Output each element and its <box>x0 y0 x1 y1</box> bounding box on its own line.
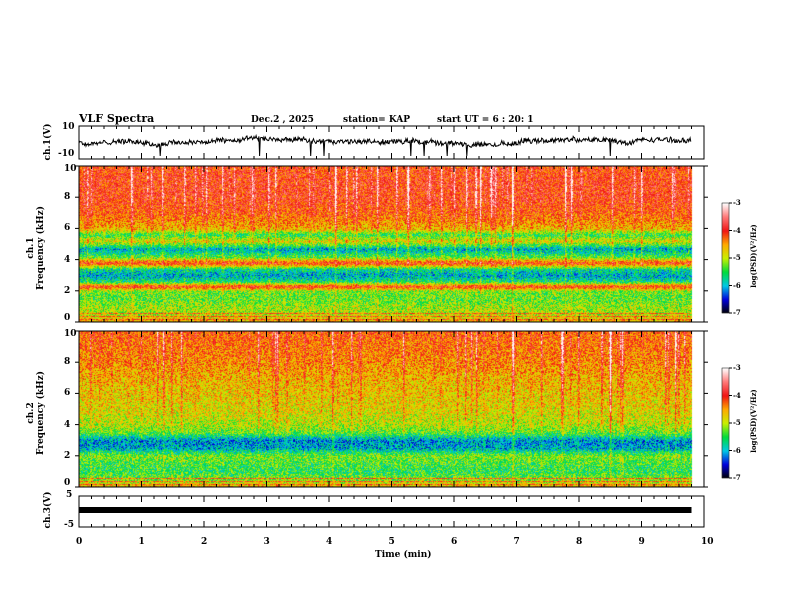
colorbar <box>721 367 730 479</box>
y-tick-label: 10 <box>64 329 77 339</box>
x-tick-label: 6 <box>451 537 458 547</box>
ch3-ylabel: ch.3(V) <box>43 491 53 529</box>
x-tick-label: 10 <box>701 537 714 547</box>
x-axis-label: Time (min) <box>375 550 432 560</box>
x-tick-label: 8 <box>576 537 583 547</box>
y-tick-label: 0 <box>64 313 71 323</box>
colorbar-tick-label: -5 <box>733 418 741 427</box>
spectrogram-frame <box>78 165 705 323</box>
figure-title: VLF Spectra <box>79 112 155 125</box>
y-tick-label: 6 <box>64 223 71 234</box>
y-tick-label: 8 <box>64 192 71 203</box>
x-tick-label: 5 <box>388 537 395 547</box>
colorbar-tick-label: -3 <box>733 363 741 372</box>
ch1-waveform <box>78 133 692 157</box>
ch3-y-tick-label: -5 <box>64 520 74 530</box>
colorbar-tick-label: -4 <box>733 390 741 400</box>
y-tick-label: 2 <box>64 285 71 296</box>
ch1-spec-ylabel-bottom: Frequency (kHz) <box>36 206 46 291</box>
x-tick-label: 0 <box>76 537 83 547</box>
x-tick-label: 3 <box>263 537 270 547</box>
colorbar-tick-label: -5 <box>733 253 741 262</box>
y-tick-label: 4 <box>64 419 71 430</box>
colorbar2-label: log(PSD)(V²/Hz) <box>749 389 758 453</box>
ch1-y-tick-label: -10 <box>58 149 75 159</box>
ch3-y-tick-label: 5 <box>66 490 73 500</box>
colorbar-tick-label: -6 <box>733 280 741 290</box>
x-tick-label: 2 <box>201 537 208 547</box>
ch2-spec-ylabel-top: ch.2 <box>26 402 36 424</box>
x-tick-label: 9 <box>638 537 645 547</box>
ch1-spec-ylabel: ch.1 Frequency (kHz) <box>26 198 46 298</box>
y-tick-label: 4 <box>64 254 71 265</box>
y-tick-label: 8 <box>64 357 71 368</box>
y-tick-label: 0 <box>64 478 71 488</box>
date-label: Dec.2 , 2025 <box>251 115 314 125</box>
ch2-spec-ylabel-bottom: Frequency (kHz) <box>36 371 46 456</box>
colorbar-tick-label: -4 <box>733 225 741 235</box>
colorbar <box>721 202 730 314</box>
ch1-y-tick-label: 10 <box>62 122 75 132</box>
ch1-ylabel: ch.1(V) <box>43 123 53 161</box>
y-tick-label: 6 <box>64 388 71 399</box>
x-tick-label: 4 <box>326 537 333 547</box>
ch2-spec-ylabel: ch.2 Frequency (kHz) <box>26 363 46 463</box>
ch1-spec-ylabel-top: ch.1 <box>26 237 36 259</box>
colorbar-tick-label: -3 <box>733 198 741 207</box>
spectrogram-frame <box>78 330 705 488</box>
ch3-signal <box>79 507 692 513</box>
x-tick-label: 1 <box>138 537 145 547</box>
y-tick-label: 2 <box>64 450 71 461</box>
colorbar-tick-label: -6 <box>733 445 741 455</box>
colorbar-tick-label: -7 <box>733 308 741 317</box>
colorbar1-label: log(PSD)(V²/Hz) <box>749 224 758 288</box>
station-label: station= KAP <box>343 115 411 125</box>
start-time-label: start UT = 6 : 20: 1 <box>437 115 534 125</box>
x-tick-label: 7 <box>513 537 520 547</box>
colorbar-tick-label: -7 <box>733 473 741 482</box>
y-tick-label: 10 <box>64 164 77 174</box>
